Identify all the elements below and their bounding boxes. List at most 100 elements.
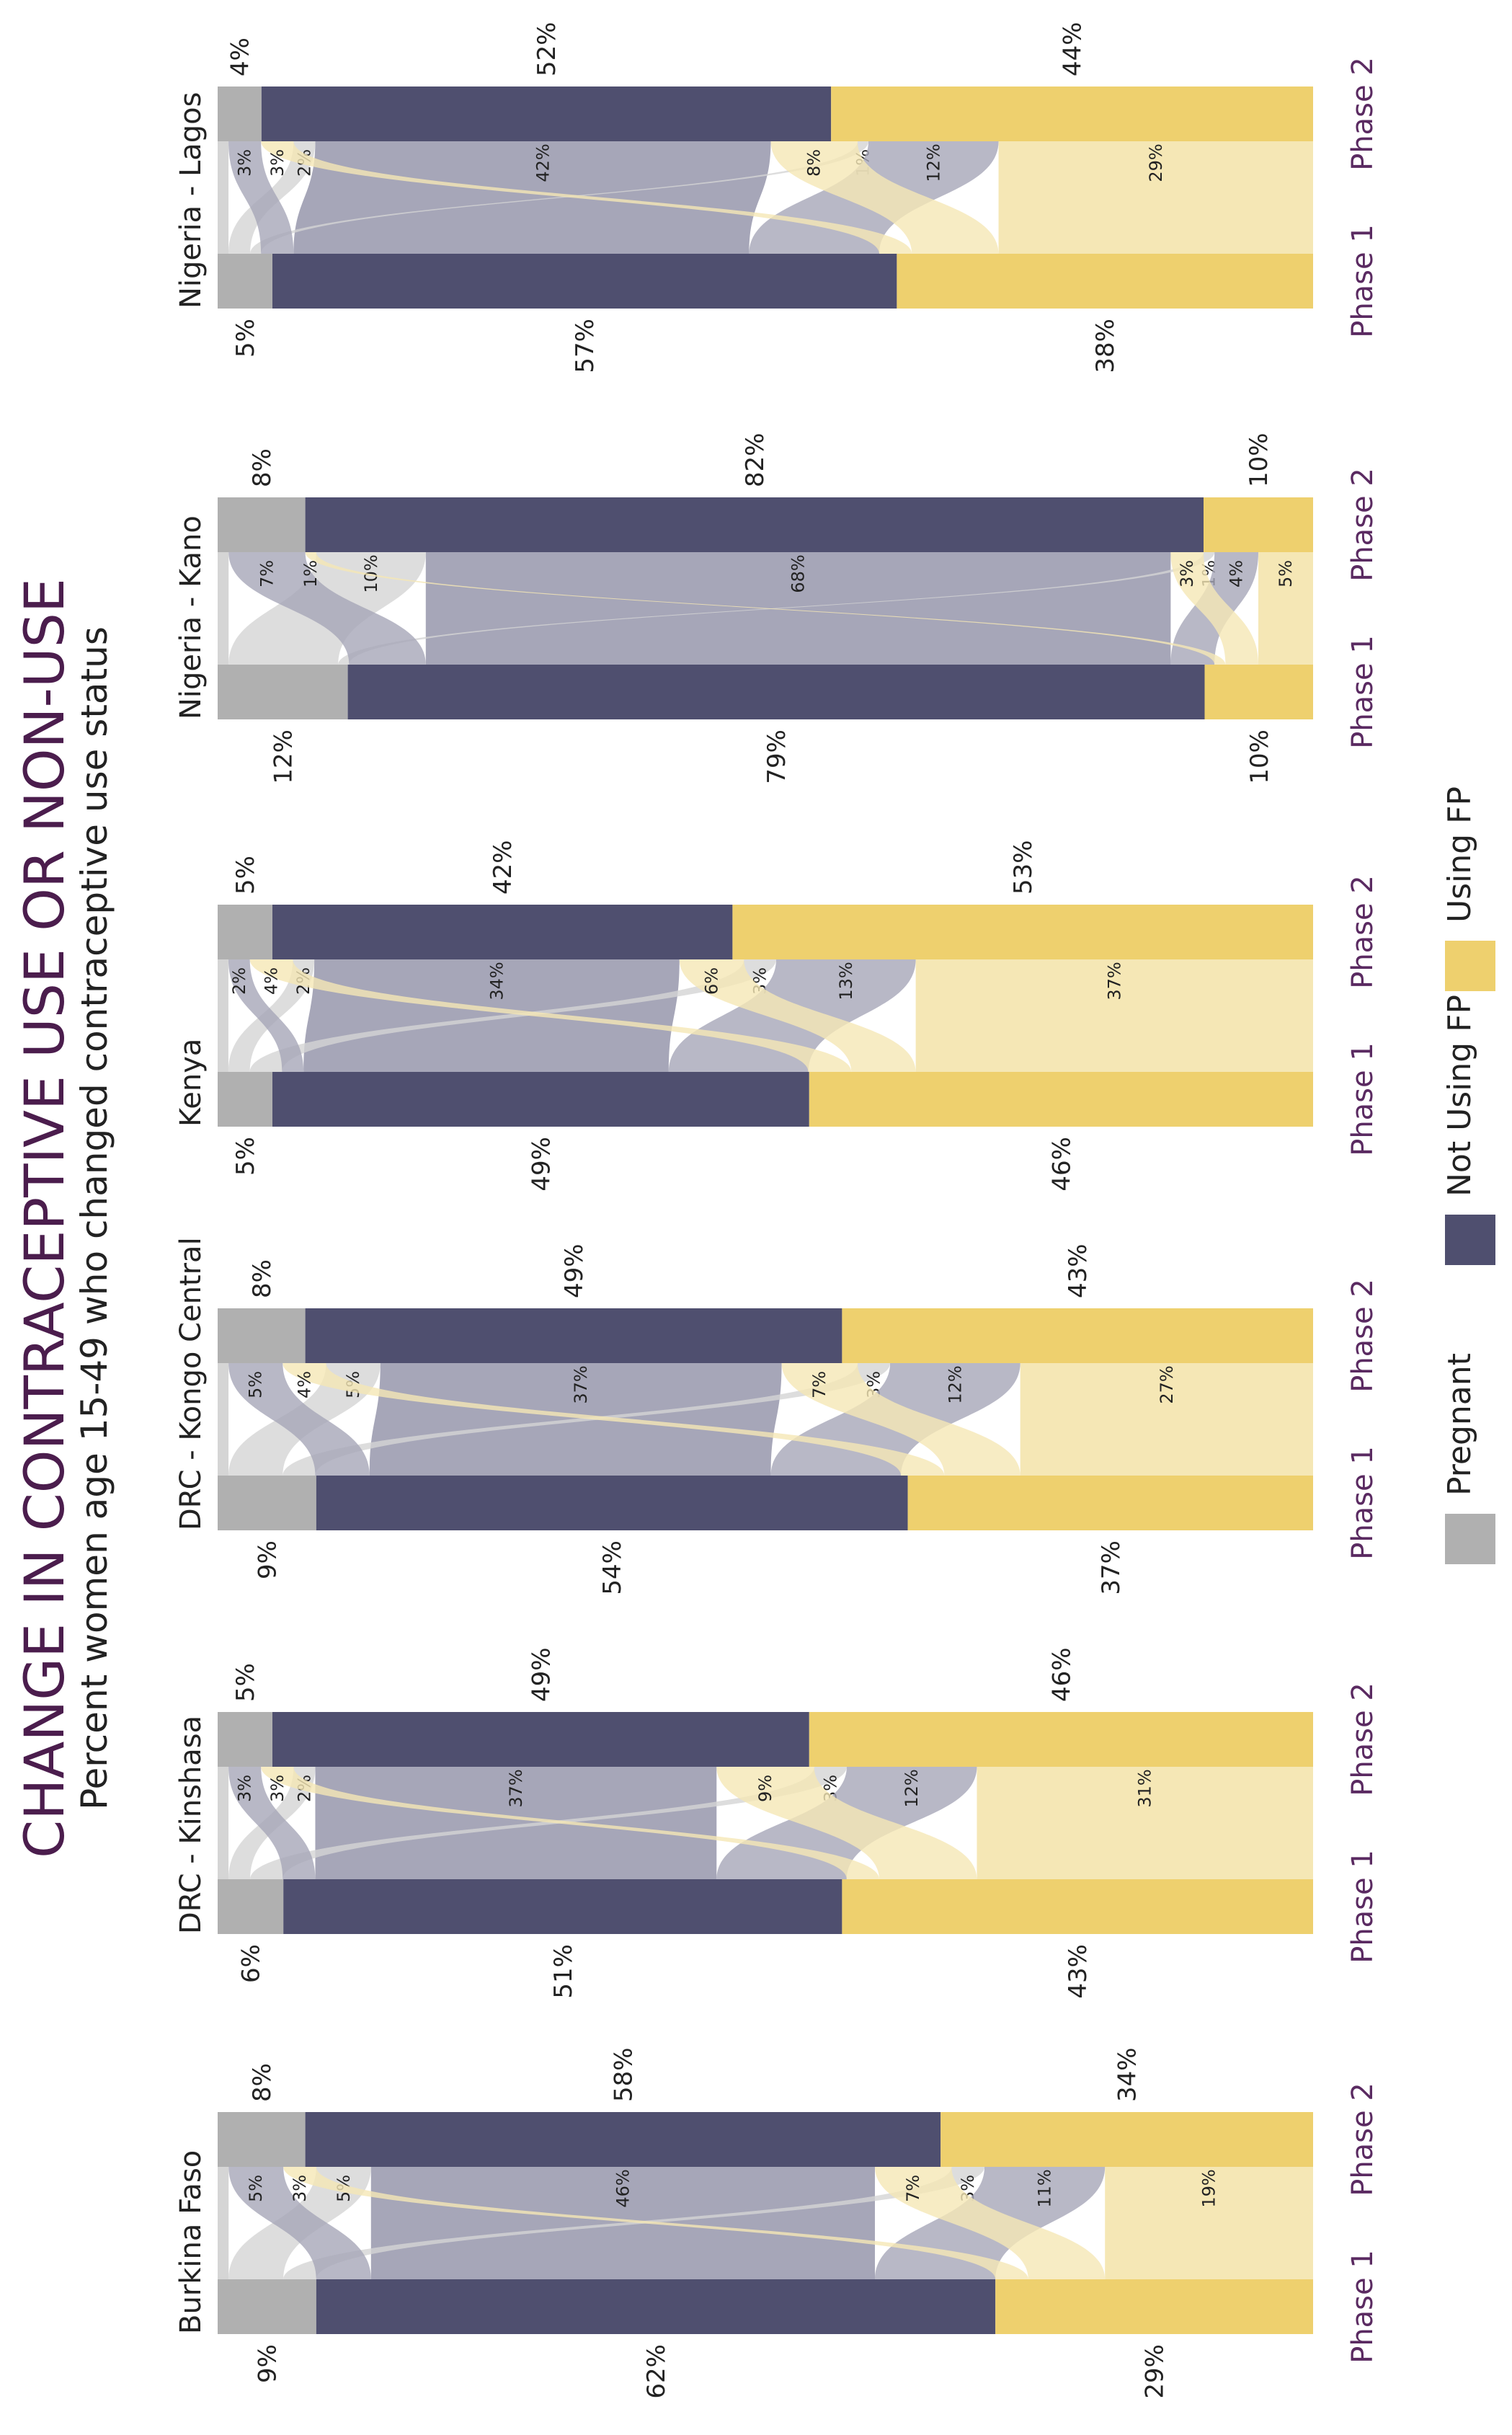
flow-label: 19%	[1199, 2169, 1219, 2207]
flow-label: 5%	[246, 2175, 266, 2202]
phase2-bar-pregnant	[218, 87, 262, 141]
phase-bars	[218, 87, 1313, 309]
pct-labels: 4% 52% 44% 5% 57% 38%	[226, 22, 1120, 373]
country-label: Nigeria - Lagos	[174, 92, 208, 309]
country-label: DRC - Kinshasa	[174, 1716, 208, 1934]
phase2-pct-not-using: 52%	[533, 22, 561, 76]
flows: 46%19%5%3%5%11%3%7%	[218, 2167, 1313, 2279]
chart-subtitle: Percent women age 15-49 who changed cont…	[74, 626, 115, 1810]
country-label: DRC - Kongo Central	[174, 1237, 208, 1530]
flow-label: 3%	[235, 1775, 255, 1802]
flows: 37%31%2%3%3%12%3%9%	[218, 1767, 1313, 1879]
flow-using-to-not-using	[781, 1363, 1020, 1476]
phase1-bar-pregnant	[218, 2279, 316, 2334]
phase2-label: Phase 2	[1346, 1279, 1379, 1393]
phase1-pct-pregnant: 12%	[269, 729, 298, 784]
phase1-pct-pregnant: 6%	[237, 1944, 266, 1983]
phase-labels: Phase 2 Phase 1	[1346, 2083, 1379, 2364]
phase1-pct-pregnant: 5%	[231, 319, 260, 358]
phase1-pct-pregnant: 9%	[253, 1540, 282, 1579]
phase2-label: Phase 2	[1346, 57, 1379, 171]
phase1-bar-pregnant	[218, 1476, 316, 1530]
phase1-pct-pregnant: 9%	[253, 2344, 282, 2383]
flow-label: 37%	[1104, 962, 1124, 1000]
flow-using-to-using	[1105, 2167, 1313, 2279]
phase1-pct-using: 38%	[1091, 319, 1120, 373]
phase1-bar-not-using	[272, 254, 897, 309]
pct-labels: 8% 82% 10% 12% 79% 10%	[248, 433, 1274, 784]
flow-label: 3%	[290, 2175, 310, 2202]
country-label: Nigeria - Kano	[174, 515, 208, 719]
phase1-pct-not-using: 49%	[527, 1137, 556, 1192]
phase2-label: Phase 2	[1346, 875, 1379, 989]
phase1-pct-using: 29%	[1141, 2344, 1170, 2399]
phase-bars	[218, 905, 1313, 1127]
phase1-bar-pregnant	[218, 1879, 284, 1934]
phase1-bar-not-using	[316, 2279, 996, 2334]
flow-label: 7%	[809, 1371, 830, 1398]
phase2-pct-pregnant: 5%	[231, 856, 260, 895]
phase-labels: Phase 2 Phase 1	[1346, 1682, 1379, 1964]
flow-using-to-pregnant	[261, 141, 912, 254]
phase1-pct-pregnant: 5%	[231, 1137, 260, 1176]
flow-label: 5%	[1276, 560, 1296, 587]
flow-label: 4%	[262, 967, 282, 995]
legend-label-not-using: Not Using FP	[1441, 995, 1478, 1197]
flow-label: 2%	[229, 967, 249, 995]
flow-not-using-to-not-using	[425, 552, 1171, 665]
phase1-bar-not-using	[316, 1476, 908, 1530]
phase-labels: Phase 2 Phase 1	[1346, 875, 1379, 1156]
flow-using-to-pregnant	[261, 1767, 880, 1879]
country-label: Kenya	[174, 1039, 208, 1127]
flow-label: 3%	[235, 149, 255, 177]
phase1-pct-using: 43%	[1064, 1944, 1093, 1999]
phase2-bar-pregnant	[218, 905, 272, 959]
phase2-bar-using	[842, 1308, 1313, 1363]
phase1-label: Phase 1	[1346, 1850, 1379, 1964]
flow-label: 12%	[945, 1365, 965, 1403]
phase2-pct-pregnant: 8%	[248, 448, 277, 487]
phase1-bar-not-using	[347, 665, 1205, 719]
flow-label: 31%	[1135, 1769, 1155, 1807]
phase1-label: Phase 1	[1346, 1446, 1379, 1560]
phase-labels: Phase 2 Phase 1	[1346, 1279, 1379, 1560]
flow-not-using-to-pregnant	[228, 141, 294, 254]
phase1-bar-using	[809, 1072, 1313, 1127]
flow-label: 34%	[486, 962, 507, 1000]
pct-labels: 8% 49% 43% 9% 54% 37%	[248, 1243, 1126, 1594]
flow-label: 13%	[836, 962, 856, 1000]
phase2-bar-not-using	[272, 1712, 809, 1767]
flow-label: 12%	[923, 143, 943, 182]
flow-pregnant-to-pregnant	[218, 552, 229, 665]
flow-using-to-using	[998, 141, 1313, 254]
phase2-pct-not-using: 49%	[560, 1243, 589, 1298]
phase1-bar-using	[1204, 665, 1313, 719]
phase1-bar-pregnant	[218, 665, 348, 719]
phase2-bar-not-using	[305, 497, 1204, 552]
phase-bars	[218, 497, 1313, 719]
phase2-pct-pregnant: 8%	[248, 2063, 277, 2102]
flow-pregnant-to-using	[283, 2167, 984, 2279]
phase1-pct-not-using: 79%	[762, 729, 791, 784]
phase1-pct-using: 37%	[1097, 1540, 1126, 1595]
panel-drc-kinshasa: 37%31%2%3%3%12%3%9%5%49%46%6%51%43%DRC -…	[174, 1647, 1379, 1998]
flow-label: 12%	[902, 1769, 922, 1807]
phase-bars	[218, 1712, 1313, 1934]
flow-using-to-using	[977, 1767, 1313, 1879]
flow-label: 8%	[804, 149, 824, 177]
panel-drc-kongo-central: 37%27%5%3%5%12%4%7%8%49%43%9%54%37% DRC -…	[174, 1237, 1379, 1594]
flows: 37%27%5%3%5%12%4%7%	[218, 1363, 1313, 1476]
phase2-bar-pregnant	[218, 2112, 306, 2167]
phase2-pct-using: 44%	[1059, 22, 1088, 76]
phase2-bar-pregnant	[218, 1308, 306, 1363]
flow-using-to-using	[1258, 552, 1313, 665]
legend-swatch-using	[1445, 941, 1495, 991]
flow-using-to-not-using	[716, 1767, 977, 1879]
flow-not-using-to-not-using	[293, 141, 771, 254]
phase1-label: Phase 1	[1346, 224, 1379, 338]
flow-pregnant-to-pregnant	[218, 2167, 229, 2279]
phase2-bar-not-using	[305, 2112, 941, 2167]
phase2-pct-not-using: 82%	[741, 433, 770, 487]
pct-labels: 5% 42% 53% 5% 49% 46%	[231, 840, 1076, 1191]
phase2-bar-using	[732, 905, 1313, 959]
